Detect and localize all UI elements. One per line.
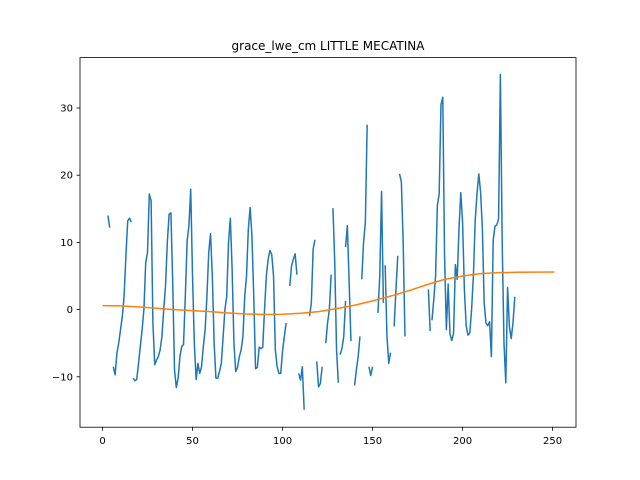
x-axis-ticks: 0 50 100 150 200 250 (99, 427, 562, 447)
y-tick-label: 10 (60, 238, 73, 249)
series-0-segment-8 (332, 208, 340, 383)
series-0-segment-10 (344, 224, 352, 342)
series-0-segment-4 (298, 365, 305, 410)
series-0-segment-16 (393, 255, 399, 327)
y-tick-label: 20 (60, 171, 73, 182)
series-0-segment-5 (308, 239, 316, 317)
series-0-segment-7 (325, 274, 332, 344)
series-0-segment-9 (339, 300, 347, 355)
series-0-segment-14 (377, 190, 385, 313)
series-0-segment-0 (107, 215, 111, 228)
series-0-segment-19 (431, 73, 516, 384)
x-tick-label: 200 (453, 436, 472, 447)
x-tick-label: 50 (186, 436, 199, 447)
series-0-segment-1 (112, 217, 132, 376)
chart-title: grace_lwe_cm LITTLE MECATINA (232, 39, 426, 53)
series-0-segment-2 (132, 188, 287, 389)
y-axis-ticks: −10 0 10 20 30 (52, 104, 80, 383)
series-0-segment-12 (361, 124, 368, 280)
series-0-segment-6 (316, 361, 323, 388)
x-tick-label: 250 (543, 436, 562, 447)
x-tick-label: 100 (273, 436, 292, 447)
series-0-segment-17 (398, 173, 406, 337)
series-0-segment-15 (384, 265, 392, 365)
y-tick-label: −10 (52, 372, 73, 383)
x-tick-label: 0 (99, 436, 105, 447)
series-0-segment-11 (353, 336, 361, 386)
series-0-segment-18 (427, 289, 431, 332)
y-tick-label: 30 (60, 104, 73, 115)
y-tick-label: 0 (67, 305, 73, 316)
series-1-line (102, 271, 555, 316)
series-layer (102, 73, 555, 410)
series-0-segment-13 (368, 366, 374, 377)
series-0-segment-3 (288, 253, 298, 287)
x-tick-label: 150 (363, 436, 382, 447)
